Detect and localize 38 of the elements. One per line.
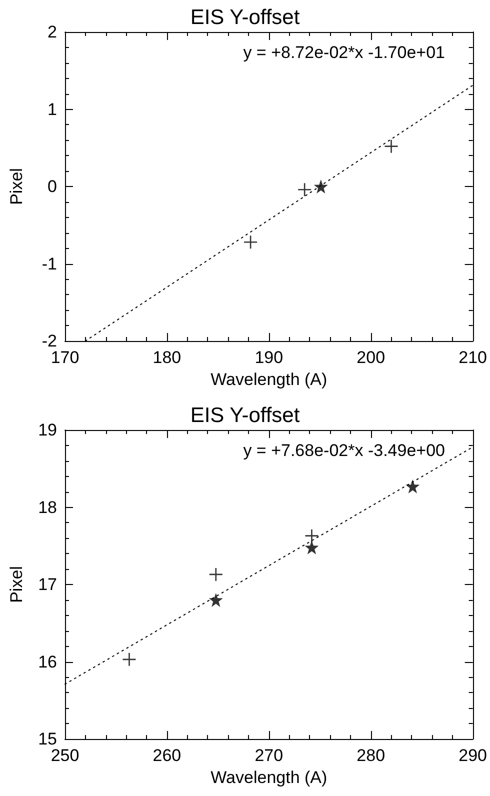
y-tick-label: 18	[38, 498, 57, 517]
x-tick-label: 260	[152, 746, 182, 765]
point	[304, 540, 319, 554]
x-tick-label: 200	[356, 348, 386, 367]
point	[384, 139, 398, 154]
x-tick-label: 170	[50, 348, 80, 367]
point	[243, 234, 258, 250]
chart-title: EIS Y-offset	[190, 404, 300, 427]
y-tick-label: 1	[48, 100, 57, 119]
point	[122, 652, 136, 667]
annotation: y = +8.72e-02*x -1.70e+01	[243, 43, 446, 62]
x-tick-label: 250	[50, 746, 80, 765]
y-tick-label: -1	[42, 254, 57, 274]
y-tick-label: -2	[42, 332, 57, 350]
x-tick-label: 270	[254, 746, 284, 765]
x-tick-label: 280	[356, 746, 386, 765]
x-tick-label: 210	[458, 348, 488, 367]
x-axis-title: Wavelength (A)	[210, 768, 328, 787]
y-tick-label: 16	[38, 652, 57, 672]
y-tick-label: 2	[48, 22, 57, 42]
point	[406, 479, 420, 494]
x-tick-label: 290	[458, 746, 488, 765]
y-axis-title: Pixel	[7, 168, 26, 205]
x-tick-label: 190	[254, 348, 284, 367]
chart-title: EIS Y-offset	[190, 6, 300, 29]
y-tick-label: 15	[38, 730, 57, 748]
x-axis-title: Wavelength (A)	[210, 370, 328, 389]
point	[314, 180, 328, 194]
y-tick-label: 0	[48, 177, 57, 196]
point	[208, 567, 224, 582]
x-tick-label: 180	[152, 348, 182, 367]
point	[297, 182, 312, 197]
annotation: y = +7.68e-02*x -3.49e+00	[243, 441, 446, 460]
point	[208, 592, 223, 607]
y-tick-label: 17	[38, 575, 57, 594]
y-axis-title: Pixel	[7, 566, 26, 603]
y-tick-label: 19	[38, 420, 57, 440]
point	[304, 528, 319, 543]
